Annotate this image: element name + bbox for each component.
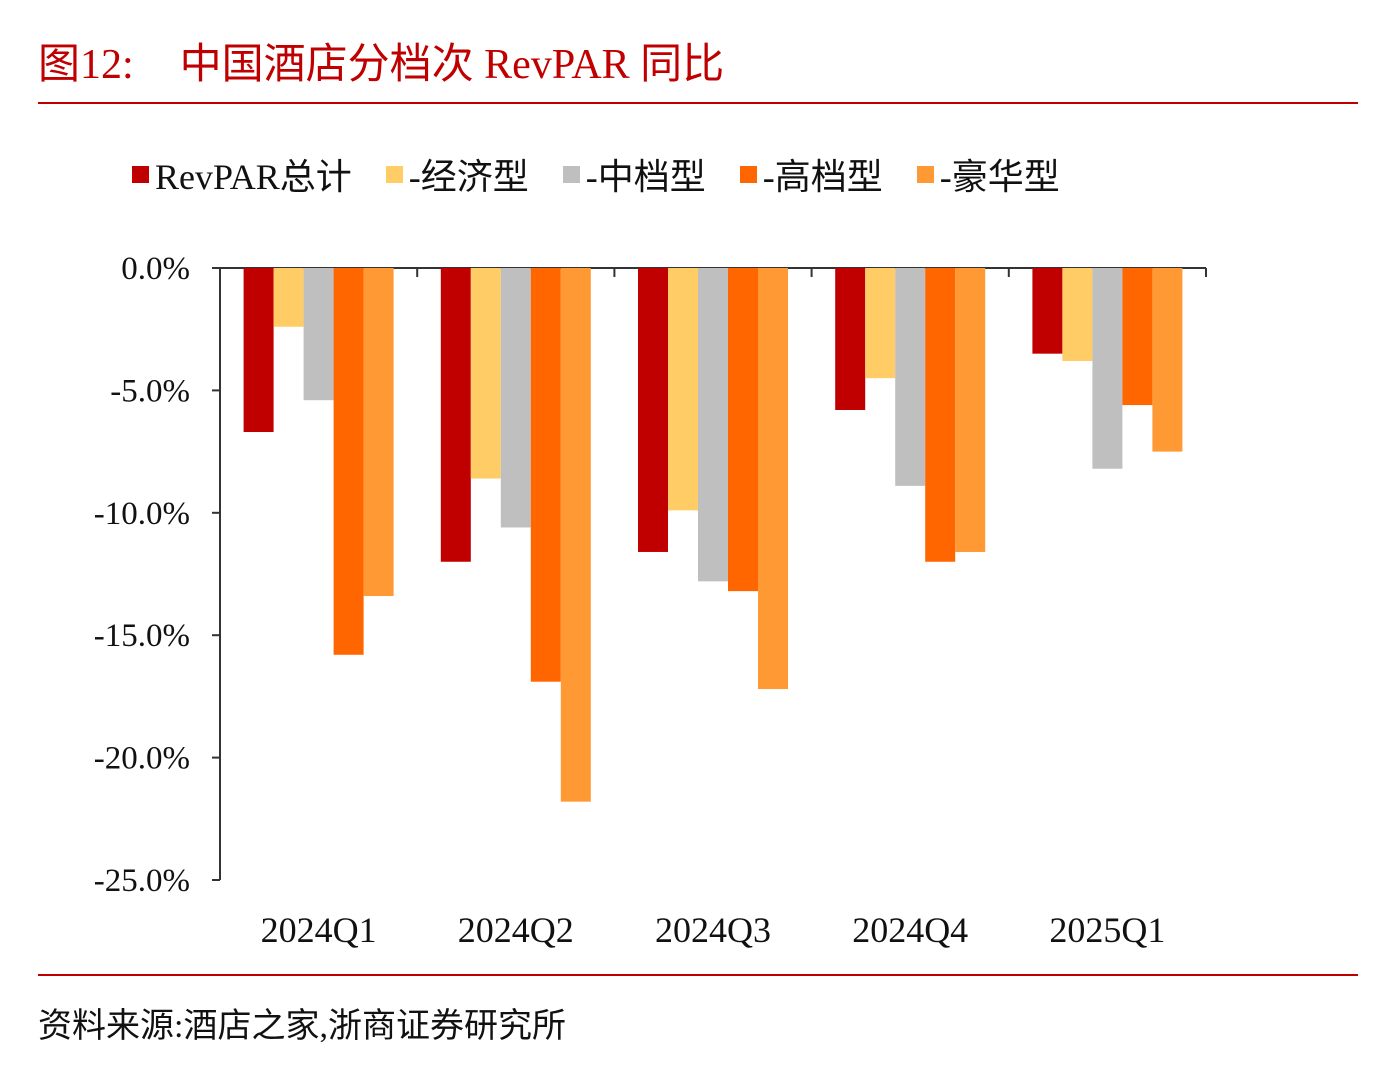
bar bbox=[1122, 268, 1153, 406]
bar bbox=[835, 268, 866, 410]
figure-label: 图12: bbox=[38, 42, 134, 88]
bar bbox=[1092, 268, 1123, 469]
x-category-label: 2024Q2 bbox=[458, 910, 574, 950]
legend-item: RevPAR总计 bbox=[132, 148, 352, 200]
y-tick-label: -20.0% bbox=[94, 741, 190, 777]
x-category-label: 2025Q1 bbox=[1049, 910, 1165, 950]
figure-title-text: 中国酒店分档次 RevPAR 同比 bbox=[179, 42, 725, 88]
legend-item: -高档型 bbox=[739, 148, 883, 200]
bar bbox=[500, 268, 531, 528]
x-category-label: 2024Q3 bbox=[655, 910, 771, 950]
legend-label: -高档型 bbox=[762, 157, 883, 197]
bar bbox=[638, 268, 668, 552]
x-category-label: 2024Q1 bbox=[261, 910, 377, 950]
bar bbox=[1152, 268, 1183, 452]
legend-label: -经济型 bbox=[408, 157, 529, 197]
title-divider bbox=[38, 102, 1358, 104]
y-tick-label: -15.0% bbox=[94, 618, 190, 654]
legend-label: -中档型 bbox=[585, 157, 706, 197]
y-tick-label: -10.0% bbox=[94, 496, 190, 532]
bar bbox=[955, 268, 986, 552]
legend-swatch bbox=[562, 165, 580, 183]
y-tick-label: -25.0% bbox=[94, 863, 190, 899]
bar bbox=[363, 268, 394, 597]
bar bbox=[470, 268, 501, 479]
bar bbox=[698, 268, 728, 582]
legend-label: -豪华型 bbox=[939, 157, 1060, 197]
bar bbox=[865, 268, 896, 379]
bar bbox=[758, 268, 788, 690]
bar bbox=[1062, 268, 1093, 362]
source-note: 资料来源:酒店之家,浙商证券研究所 bbox=[38, 1008, 566, 1045]
y-tick-label: -5.0% bbox=[110, 373, 190, 409]
legend-label: RevPAR总计 bbox=[155, 157, 352, 197]
bar bbox=[668, 268, 698, 511]
legend-swatch bbox=[132, 165, 149, 183]
bar bbox=[243, 268, 274, 433]
legend-item: -经济型 bbox=[385, 148, 529, 200]
bar bbox=[895, 268, 926, 486]
y-tick-label: 0.0% bbox=[121, 251, 190, 287]
legend-swatch bbox=[916, 165, 934, 183]
bar bbox=[728, 268, 758, 592]
bar bbox=[530, 268, 561, 682]
bar bbox=[440, 268, 471, 562]
bar bbox=[925, 268, 956, 562]
legend-swatch bbox=[385, 165, 403, 183]
bar bbox=[273, 268, 304, 327]
bar bbox=[333, 268, 364, 655]
source-divider bbox=[38, 974, 1358, 976]
legend-item: -豪华型 bbox=[916, 148, 1060, 200]
bar bbox=[560, 268, 591, 802]
x-category-label: 2024Q4 bbox=[852, 910, 968, 950]
chart-legend: RevPAR总计 -经济型 -中档型 -高档型 -豪华型 bbox=[132, 148, 1094, 200]
bar bbox=[1032, 268, 1063, 354]
legend-item: -中档型 bbox=[562, 148, 706, 200]
bar bbox=[303, 268, 334, 401]
legend-swatch bbox=[739, 165, 757, 183]
figure-title: 图12: 中国酒店分档次 RevPAR 同比 bbox=[38, 30, 724, 91]
